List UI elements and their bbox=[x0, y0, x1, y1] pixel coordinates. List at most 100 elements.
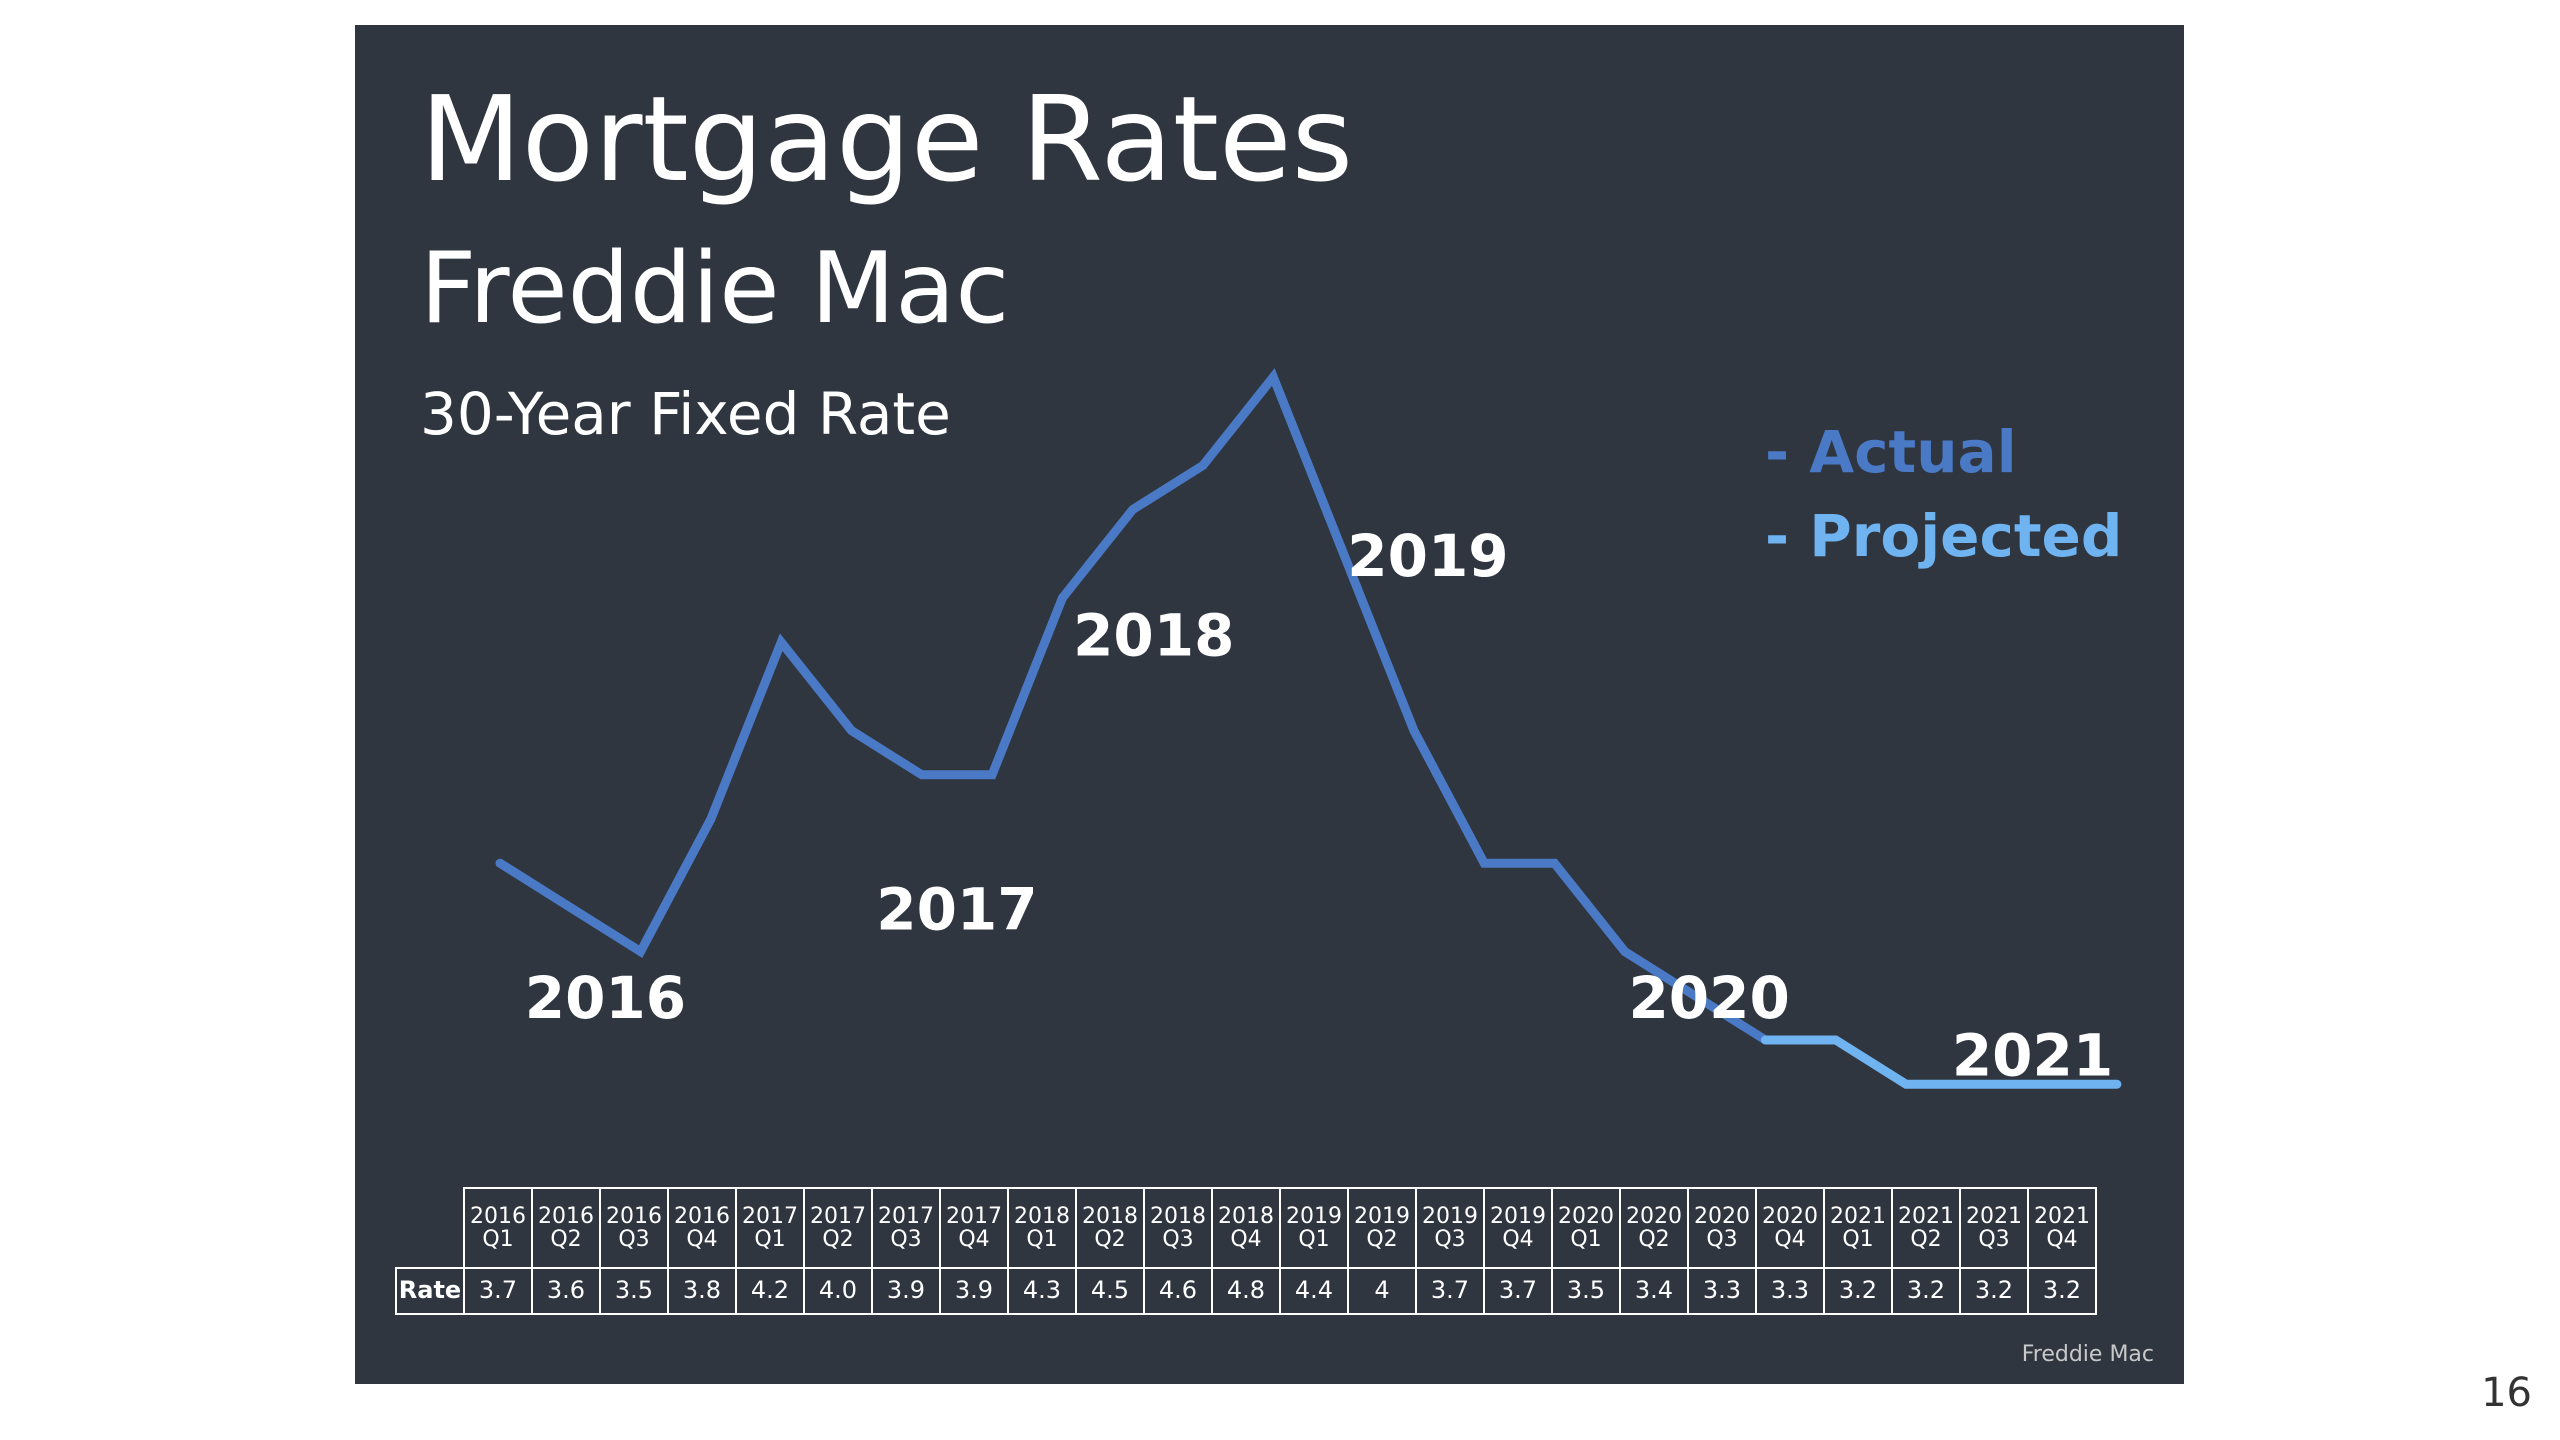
period-year: 2016 bbox=[470, 1203, 526, 1229]
rate-cell: 3.2 bbox=[1959, 1267, 2029, 1315]
rate-cell: 3.8 bbox=[667, 1267, 737, 1315]
page-number: 16 bbox=[2481, 1370, 2532, 1416]
rate-cell: 3.5 bbox=[1551, 1267, 1621, 1315]
period-quarter: Q2 bbox=[1094, 1227, 1126, 1252]
rate-cell: 4.5 bbox=[1075, 1267, 1145, 1315]
rate-cell: 3.2 bbox=[2027, 1267, 2097, 1315]
slide: Mortgage Rates Freddie Mac 30-Year Fixed… bbox=[355, 25, 2184, 1384]
period-year: 2016 bbox=[606, 1203, 662, 1229]
year-label-2018: 2018 bbox=[1073, 601, 1234, 669]
rate-cell: 4.2 bbox=[735, 1267, 805, 1315]
period-quarter: Q2 bbox=[1366, 1227, 1398, 1252]
period-quarter: Q4 bbox=[2046, 1227, 2078, 1252]
period-year: 2018 bbox=[1150, 1203, 1206, 1229]
source-note: Freddie Mac bbox=[2021, 1342, 2154, 1367]
period-year: 2021 bbox=[1830, 1203, 1886, 1229]
rate-cell: 3.9 bbox=[939, 1267, 1009, 1315]
period-year: 2018 bbox=[1082, 1203, 1138, 1229]
period-year: 2021 bbox=[2034, 1203, 2090, 1229]
rate-cell: 3.4 bbox=[1619, 1267, 1689, 1315]
series-line-projected bbox=[1760, 1035, 2122, 1089]
period-quarter: Q1 bbox=[482, 1227, 514, 1252]
period-quarter: Q3 bbox=[1162, 1227, 1194, 1252]
period-quarter: Q1 bbox=[1842, 1227, 1874, 1252]
table-period-header: 2017 Q3 bbox=[871, 1187, 941, 1269]
table-period-header: 2019 Q1 bbox=[1279, 1187, 1349, 1269]
table-period-header: 2017 Q1 bbox=[735, 1187, 805, 1269]
rate-cell: 4.8 bbox=[1211, 1267, 1281, 1315]
period-quarter: Q1 bbox=[754, 1227, 786, 1252]
rate-cell: 3.3 bbox=[1687, 1267, 1757, 1315]
rate-cell: 4.0 bbox=[803, 1267, 873, 1315]
rate-cell: 3.3 bbox=[1755, 1267, 1825, 1315]
table-header-row: 2016 Q1 2016 Q2 2016 Q3 2016 Q4 2017 Q1 2017 Q2 2017… bbox=[396, 1187, 2097, 1269]
period-year: 2021 bbox=[1966, 1203, 2022, 1229]
rate-cell: 4 bbox=[1347, 1267, 1417, 1315]
rate-cell: 3.7 bbox=[1415, 1267, 1485, 1315]
year-label-2020: 2020 bbox=[1628, 964, 1789, 1032]
rate-cell: 4.6 bbox=[1143, 1267, 1213, 1315]
table-period-header: 2020 Q2 bbox=[1619, 1187, 1689, 1269]
chart-title: Mortgage Rates bbox=[420, 70, 1354, 208]
period-quarter: Q4 bbox=[686, 1227, 718, 1252]
rate-data-table: 2016 Q1 2016 Q2 2016 Q3 2016 Q4 2017 Q1 2017 Q2 2017… bbox=[395, 1187, 2097, 1315]
period-year: 2016 bbox=[538, 1203, 594, 1229]
series-line-actual bbox=[495, 368, 1770, 1045]
table-period-header: 2018 Q1 bbox=[1007, 1187, 1077, 1269]
rate-cell: 3.2 bbox=[1891, 1267, 1961, 1315]
period-quarter: Q1 bbox=[1570, 1227, 1602, 1252]
period-year: 2019 bbox=[1354, 1203, 1410, 1229]
rate-cell: 3.9 bbox=[871, 1267, 941, 1315]
period-quarter: Q1 bbox=[1026, 1227, 1058, 1252]
rate-cell: 3.2 bbox=[1823, 1267, 1893, 1315]
period-quarter: Q3 bbox=[890, 1227, 922, 1252]
table-period-header: 2021 Q2 bbox=[1891, 1187, 1961, 1269]
period-quarter: Q4 bbox=[958, 1227, 990, 1252]
period-quarter: Q4 bbox=[1230, 1227, 1262, 1252]
period-year: 2017 bbox=[946, 1203, 1002, 1229]
period-quarter: Q1 bbox=[1298, 1227, 1330, 1252]
table-period-header: 2021 Q1 bbox=[1823, 1187, 1893, 1269]
year-label-2021: 2021 bbox=[1952, 1021, 2113, 1089]
period-year: 2017 bbox=[742, 1203, 798, 1229]
period-quarter: Q4 bbox=[1774, 1227, 1806, 1252]
table-period-header: 2016 Q3 bbox=[599, 1187, 669, 1269]
rate-cell: 3.5 bbox=[599, 1267, 669, 1315]
period-year: 2019 bbox=[1286, 1203, 1342, 1229]
year-label-2016: 2016 bbox=[525, 964, 686, 1032]
period-year: 2020 bbox=[1558, 1203, 1614, 1229]
year-label-2017: 2017 bbox=[876, 876, 1037, 944]
table-period-header: 2019 Q2 bbox=[1347, 1187, 1417, 1269]
period-quarter: Q2 bbox=[1910, 1227, 1942, 1252]
period-quarter: Q4 bbox=[1502, 1227, 1534, 1252]
period-quarter: Q3 bbox=[618, 1227, 650, 1252]
period-year: 2018 bbox=[1218, 1203, 1274, 1229]
rate-type-label: 30-Year Fixed Rate bbox=[420, 380, 951, 448]
period-year: 2021 bbox=[1898, 1203, 1954, 1229]
period-quarter: Q2 bbox=[550, 1227, 582, 1252]
rate-row-header: Rate bbox=[395, 1267, 465, 1315]
year-label-2019: 2019 bbox=[1347, 522, 1508, 590]
table-period-header: 2017 Q2 bbox=[803, 1187, 873, 1269]
rate-cell: 4.4 bbox=[1279, 1267, 1349, 1315]
period-quarter: Q2 bbox=[822, 1227, 854, 1252]
table-period-header: 2019 Q4 bbox=[1483, 1187, 1553, 1269]
table-period-header: 2017 Q4 bbox=[939, 1187, 1009, 1269]
period-year: 2020 bbox=[1694, 1203, 1750, 1229]
table-period-header: 2016 Q1 bbox=[463, 1187, 533, 1269]
rate-cell: 4.3 bbox=[1007, 1267, 1077, 1315]
period-quarter: Q3 bbox=[1434, 1227, 1466, 1252]
period-year: 2019 bbox=[1490, 1203, 1546, 1229]
period-quarter: Q3 bbox=[1978, 1227, 2010, 1252]
period-year: 2016 bbox=[674, 1203, 730, 1229]
table-period-header: 2016 Q2 bbox=[531, 1187, 601, 1269]
table-period-header: 2016 Q4 bbox=[667, 1187, 737, 1269]
period-quarter: Q2 bbox=[1638, 1227, 1670, 1252]
table-period-header: 2021 Q4 bbox=[2027, 1187, 2097, 1269]
table-period-header: 2018 Q2 bbox=[1075, 1187, 1145, 1269]
rate-cell: 3.6 bbox=[531, 1267, 601, 1315]
table-period-header: 2018 Q4 bbox=[1211, 1187, 1281, 1269]
table-period-header: 2020 Q3 bbox=[1687, 1187, 1757, 1269]
table-period-header: 2020 Q1 bbox=[1551, 1187, 1621, 1269]
period-year: 2020 bbox=[1762, 1203, 1818, 1229]
